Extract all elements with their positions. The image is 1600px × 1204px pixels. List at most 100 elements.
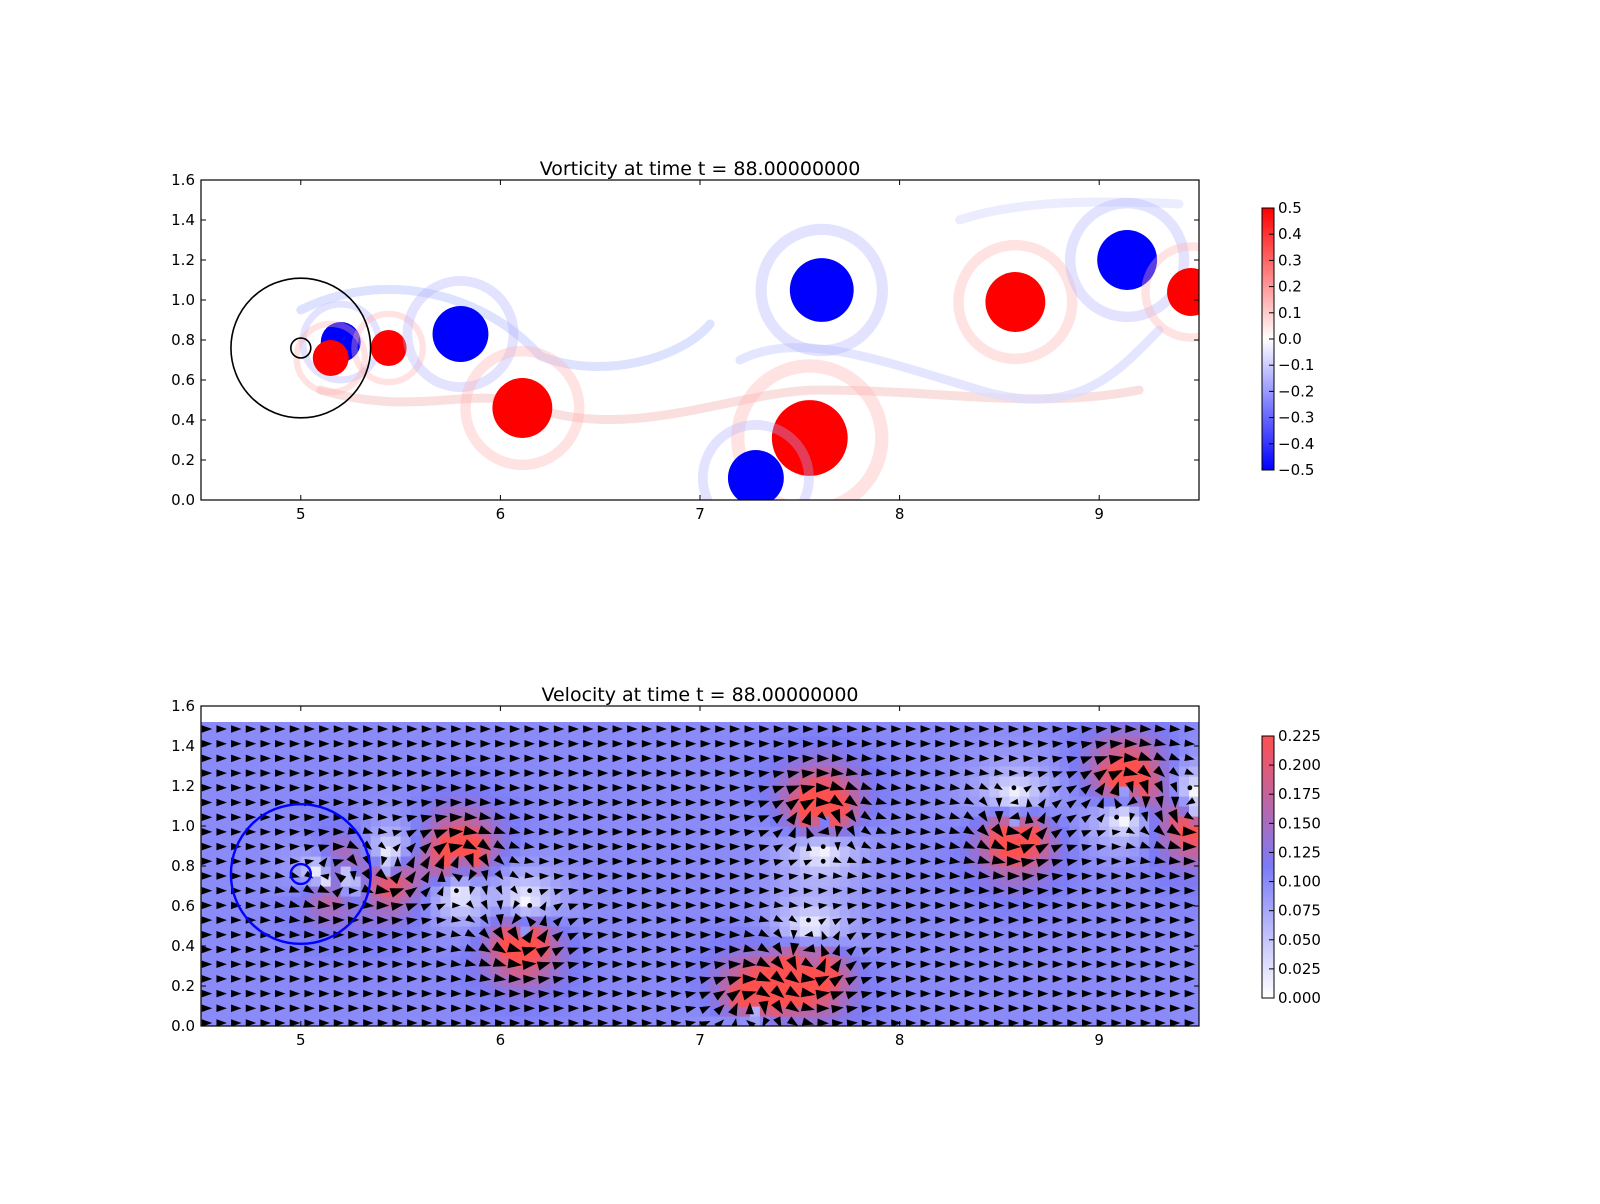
speed-cell [510,1016,521,1026]
speed-cell [280,866,292,877]
quiver-arrow [905,857,917,865]
quiver-arrow [656,828,668,836]
speed-cell [650,866,661,877]
speed-cell [430,896,442,907]
quiver-arrow [1081,916,1093,924]
speed-cell [360,936,372,947]
speed-cell [869,856,881,867]
speed-cell [949,876,961,887]
quiver-arrow [1081,858,1093,866]
quiver-arrow [729,739,741,748]
speed-cell [1099,836,1110,847]
speed-cell [530,856,541,867]
quiver-arrow [832,944,840,957]
speed-cell [440,766,452,777]
quiver-arrow [713,990,726,1001]
quiver-arrow [260,871,271,880]
speed-cell [979,736,990,747]
quiver-arrow [392,960,403,969]
speed-cell [610,966,621,977]
speed-cell [1089,946,1100,957]
quiver-arrow [935,754,946,763]
speed-cell [540,736,551,747]
speed-cell [989,776,1000,787]
speed-cell [1139,786,1150,797]
quiver-arrow [568,887,579,896]
speed-cell [1179,976,1190,987]
speed-cell [600,866,611,877]
quiver-arrow [275,769,286,777]
speed-cell [550,776,561,787]
speed-cell [989,796,1000,807]
speed-cell [211,926,222,937]
speed-cell [560,1006,571,1017]
quiver-arrow [1066,771,1078,779]
quiver-arrow [201,975,213,983]
quiver-arrow [1111,931,1122,939]
speed-cell [490,966,501,977]
speed-cell [749,956,761,967]
speed-cell [1159,966,1170,977]
speed-cell [340,826,352,837]
speed-cell [580,722,591,727]
quiver-arrow [641,886,653,895]
speed-cell [340,966,352,977]
speed-cell [370,856,382,867]
speed-cell [660,926,671,937]
speed-cell [620,722,631,727]
speed-cell [1009,816,1020,827]
quiver-arrow [582,887,594,895]
speed-cell [360,956,372,967]
speed-cell [670,756,681,767]
speed-cell [1059,896,1070,907]
speed-cell [710,776,721,787]
speed-cell [380,756,392,767]
speed-cell [1029,826,1040,837]
speed-cell [1149,1016,1160,1026]
speed-cell [670,806,681,817]
speed-cell [739,836,751,847]
speed-cell [859,866,871,877]
speed-cell [530,976,541,987]
speed-cell [460,806,472,817]
quiver-arrow [671,916,682,924]
speed-cell [240,896,252,907]
speed-cell [330,906,342,917]
quiver-arrow [817,754,830,763]
speed-cell [620,816,631,827]
speed-cell [380,936,392,947]
quiver-arrow [302,899,316,908]
speed-cell [909,996,921,1007]
speed-cell [470,816,482,827]
speed-cell [909,896,921,907]
quiver-arrow [1096,872,1108,880]
speed-cell [969,776,981,787]
quiver-arrow [450,798,463,807]
speed-cell [560,946,571,957]
quiver-arrow [436,974,447,983]
speed-cell [710,996,721,1007]
speed-cell [869,976,881,987]
quiver-arrow [1169,960,1181,968]
speed-cell [1129,806,1140,817]
speed-cell [680,956,691,967]
speed-cell [620,876,631,887]
speed-cell [1159,846,1170,857]
quiver-arrow [319,1019,330,1026]
quiver-arrow [304,1019,315,1026]
quiver-arrow [392,754,403,763]
quiver-arrow [949,725,961,733]
quiver-arrow [201,886,213,895]
speed-cell [710,986,721,997]
speed-cell [869,936,881,947]
quiver-arrow [420,814,433,823]
quiver-arrow [289,784,301,792]
quiver-arrow [715,725,726,733]
quiver-arrow [979,768,990,776]
speed-cell [1059,876,1070,887]
speed-cell [610,816,621,827]
quiver-arrow [627,784,638,792]
speed-cell [440,996,452,1007]
speed-cell [370,896,382,907]
speed-cell [620,1016,631,1026]
